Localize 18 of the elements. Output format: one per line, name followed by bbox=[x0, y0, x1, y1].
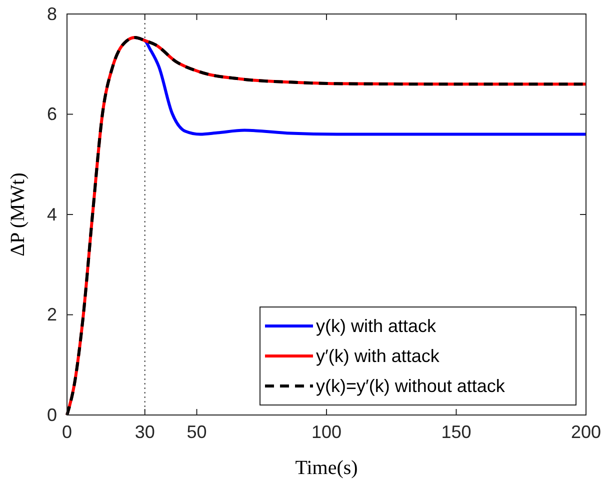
x-tick-label: 0 bbox=[62, 422, 72, 442]
y-tick-label: 0 bbox=[46, 404, 57, 425]
x-tick-label: 200 bbox=[570, 422, 602, 442]
y-tick-label: 2 bbox=[46, 304, 57, 325]
x-axis-title: Time(s) bbox=[295, 457, 358, 479]
x-tick-label: 100 bbox=[311, 422, 342, 442]
x-tick-label: 30 bbox=[134, 422, 155, 442]
legend-label: y′(k) with attack bbox=[316, 346, 440, 366]
legend-label: y(k) with attack bbox=[316, 316, 438, 336]
y-tick-label: 8 bbox=[46, 4, 57, 24]
y-tick-label: 6 bbox=[46, 104, 57, 124]
x-tick-label: 50 bbox=[186, 422, 207, 442]
line-series bbox=[66, 36, 588, 416]
x-tick-label: 150 bbox=[441, 422, 472, 442]
y-axis-title: ΔP (MWt) bbox=[7, 172, 29, 256]
legend-label: y(k)=y′(k) without attack bbox=[316, 376, 506, 396]
y-tick-label: 4 bbox=[46, 204, 57, 224]
line-series bbox=[133, 36, 588, 136]
